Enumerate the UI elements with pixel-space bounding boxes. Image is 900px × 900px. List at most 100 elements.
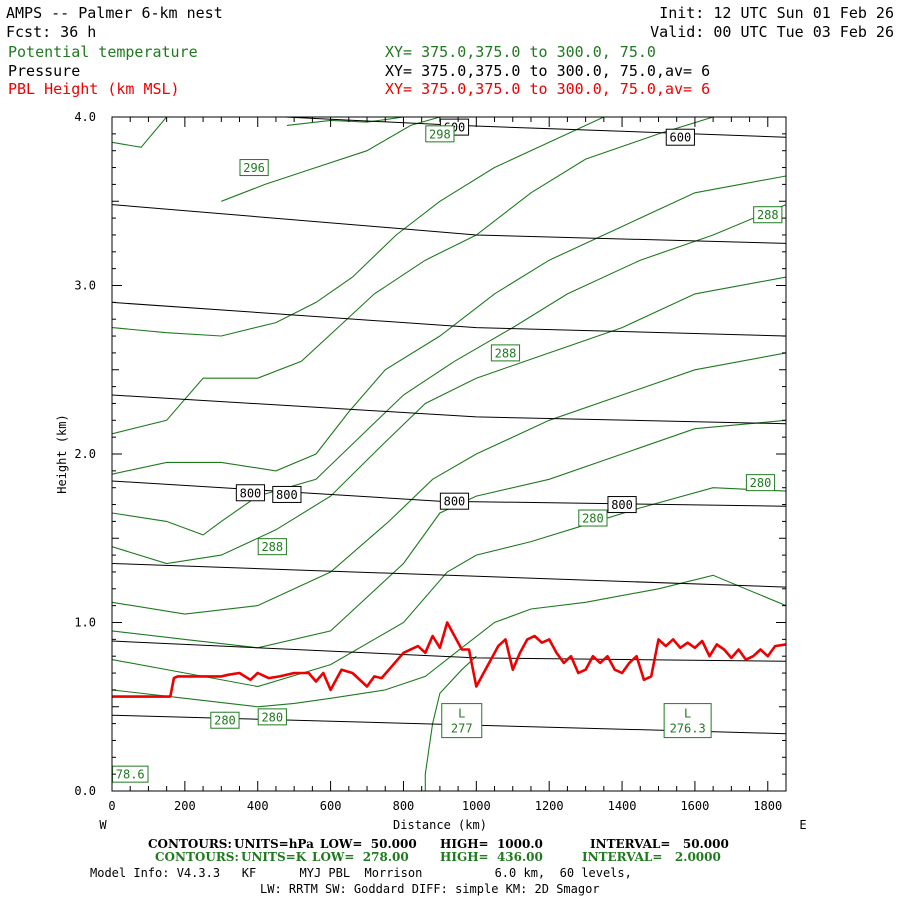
footer-p-label: CONTOURS: [148, 837, 232, 851]
theta-contours [112, 117, 786, 791]
x-tick-label: 1800 [753, 799, 782, 813]
axis-ticks: 0 200 400 600 800 1000 1200 1400 1600 1800 0.0 1.0 2… [74, 110, 786, 813]
valid-time: Valid: 00 UTC Tue 03 Feb 26 [650, 23, 894, 41]
theta-label-7-box [210, 711, 240, 729]
footer-t-units: UNITS=K [241, 850, 307, 864]
footer-t-low: LOW= 278.00 [312, 850, 409, 864]
theta-contour-5 [112, 276, 786, 565]
isobar-5 [112, 301, 786, 337]
theta-label-1: 298 [429, 127, 451, 141]
plot-frame [111, 116, 787, 792]
theta-label-6-box [745, 474, 776, 492]
theta-label-8: 280 [261, 710, 283, 724]
theta-contour-9 [112, 117, 605, 337]
low-value-0: 277 [451, 722, 473, 736]
theta-label-1-box [425, 125, 455, 143]
x-tick-label: 1200 [535, 799, 564, 813]
theta-label-5-box [578, 509, 608, 527]
pressure-label-3-box [607, 496, 637, 514]
pbl-height-line [112, 621, 786, 698]
theta-contour-6 [112, 204, 786, 536]
pressure-label-5-box [665, 128, 695, 146]
field-pressure-name: Pressure [8, 62, 80, 80]
isobar-6 [112, 204, 786, 244]
theta-label-9: 78.6 [116, 768, 145, 782]
pressure-label-2: 800 [444, 495, 466, 509]
low-value-1: 276.3 [670, 722, 706, 736]
footer-p-high: HIGH= 1000.0 [440, 837, 543, 851]
x-tick-label: 1400 [608, 799, 637, 813]
pressure-isobars [112, 117, 786, 735]
y-tick-label: 4.0 [74, 110, 96, 124]
x-tick-label: 0 [108, 799, 115, 813]
x-tick-label: 600 [320, 799, 342, 813]
field-theta-name: Potential temperature [8, 43, 198, 61]
pressure-label-1: 800 [276, 488, 298, 502]
theta-label-3: 288 [495, 346, 517, 360]
theta-label-2: 288 [757, 208, 779, 222]
theta-contour-3 [112, 419, 786, 649]
contour-labels: 8008008008006006002962982882882882802802… [111, 118, 783, 783]
theta-label-6: 280 [750, 476, 772, 490]
x-axis-label: Distance (km) [393, 818, 487, 832]
theta-contour-7 [112, 175, 786, 475]
footer-t-interval: INTERVAL= 2.0000 [582, 850, 721, 864]
x-tick-label: 400 [247, 799, 269, 813]
pbl-height-series [112, 621, 786, 698]
isobar-2 [112, 563, 786, 588]
y-tick-label: 3.0 [74, 279, 96, 293]
pressure-label-5: 600 [670, 131, 692, 145]
init-time: Init: 12 UTC Sun 01 Feb 26 [659, 4, 894, 22]
footer-t-label: CONTOURS: [155, 850, 239, 864]
theta-label-7: 280 [214, 714, 236, 728]
field-pressure-xy: XY= 375.0,375.0 to 300.0, 75.0,av= 6 [385, 62, 710, 80]
theta-label-3-box [490, 344, 521, 362]
footer-theta-contours: CONTOURS: UNITS=K LOW= 278.00 HIGH= 436.… [155, 850, 721, 864]
pressure-label-3: 800 [611, 498, 633, 512]
y-tick-label: 2.0 [74, 447, 96, 461]
forecast-hour: Fcst: 36 h [6, 23, 96, 41]
x-tick-label: 800 [393, 799, 415, 813]
y-tick-label: 0.0 [74, 784, 96, 798]
pressure-label-1-box [272, 485, 302, 503]
x-tick-label: 1000 [462, 799, 491, 813]
field-pbl-xy: XY= 375.0,375.0 to 300.0, 75.0,av= 6 [385, 80, 710, 98]
low-symbol-0: L [458, 707, 465, 721]
pressure-label-0-box [235, 484, 266, 502]
theta-label-4: 288 [261, 540, 283, 554]
x-tick-label: 200 [174, 799, 196, 813]
pressure-label-2-box [439, 492, 470, 510]
field-theta-xy: XY= 375.0,375.0 to 300.0, 75.0 [385, 43, 656, 61]
isobar-4 [112, 394, 786, 425]
pressure-label-0: 800 [240, 486, 262, 500]
theta-label-0: 296 [243, 161, 265, 175]
theta-label-0-box [239, 159, 269, 177]
theta-contour-8 [112, 117, 714, 435]
y-tick-label: 1.0 [74, 616, 96, 630]
west-label: W [99, 818, 107, 832]
theta-contour-11 [221, 117, 441, 202]
theta-label-5: 280 [582, 512, 604, 526]
footer-pressure-contours: CONTOURS: UNITS=hPa LOW= 50.000 HIGH= 10… [148, 837, 729, 851]
low-symbol-1: L [684, 707, 691, 721]
footer-p-low: LOW= 50.000 [320, 837, 417, 851]
isobar-1 [112, 640, 786, 662]
east-label: E [799, 818, 806, 832]
model-info: Model Info: V4.3.3 KF MYJ PBL Morrison 6… [90, 866, 632, 880]
theta-contour-1 [112, 574, 786, 708]
theta-label-2-box [753, 206, 783, 224]
physics-info: LW: RRTM SW: Goddard DIFF: simple KM: 2D… [260, 882, 600, 896]
theta-label-4-box [257, 538, 287, 556]
field-pbl-name: PBL Height (km MSL) [8, 80, 180, 98]
low-box-1 [663, 703, 712, 739]
y-axis-label: Height (km) [55, 414, 69, 493]
footer-t-high: HIGH= 436.00 [440, 850, 543, 864]
chart-title: AMPS -- Palmer 6-km nest [6, 4, 223, 22]
theta-contour-10 [112, 117, 168, 148]
theta-contour-4 [112, 352, 786, 615]
low-box-0 [441, 703, 483, 739]
footer-p-units: UNITS=hPa [234, 837, 314, 851]
theta-contour-0 [424, 655, 477, 791]
theta-label-8-box [257, 708, 287, 726]
